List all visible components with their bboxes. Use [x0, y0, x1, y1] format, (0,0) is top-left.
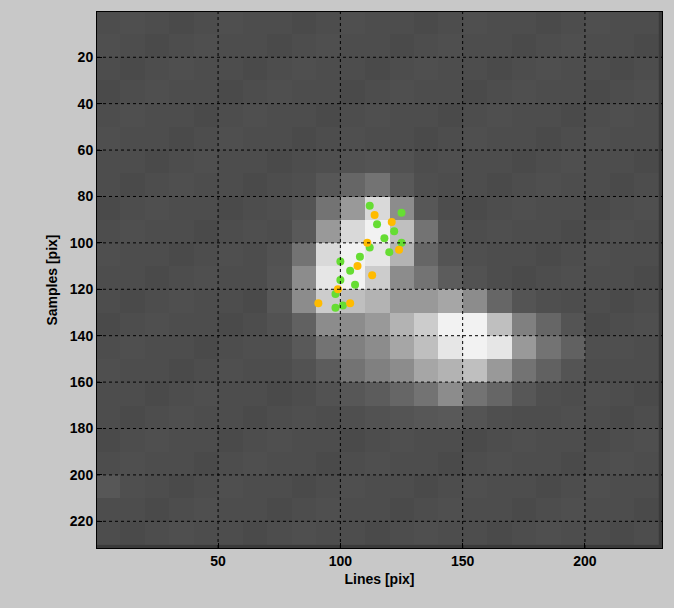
svg-text:120: 120 — [70, 281, 94, 297]
svg-text:200: 200 — [573, 553, 597, 569]
svg-text:20: 20 — [78, 49, 94, 65]
svg-text:40: 40 — [78, 96, 94, 112]
svg-text:200: 200 — [70, 467, 94, 483]
svg-text:Samples [pix]: Samples [pix] — [44, 234, 60, 325]
svg-text:80: 80 — [78, 188, 94, 204]
svg-text:100: 100 — [329, 553, 353, 569]
svg-text:150: 150 — [451, 553, 475, 569]
svg-text:220: 220 — [70, 513, 94, 529]
svg-text:180: 180 — [70, 420, 94, 436]
svg-text:50: 50 — [210, 553, 226, 569]
svg-text:100: 100 — [70, 235, 94, 251]
svg-text:60: 60 — [78, 142, 94, 158]
svg-text:140: 140 — [70, 328, 94, 344]
svg-text:Lines [pix]: Lines [pix] — [344, 571, 414, 587]
svg-text:160: 160 — [70, 374, 94, 390]
